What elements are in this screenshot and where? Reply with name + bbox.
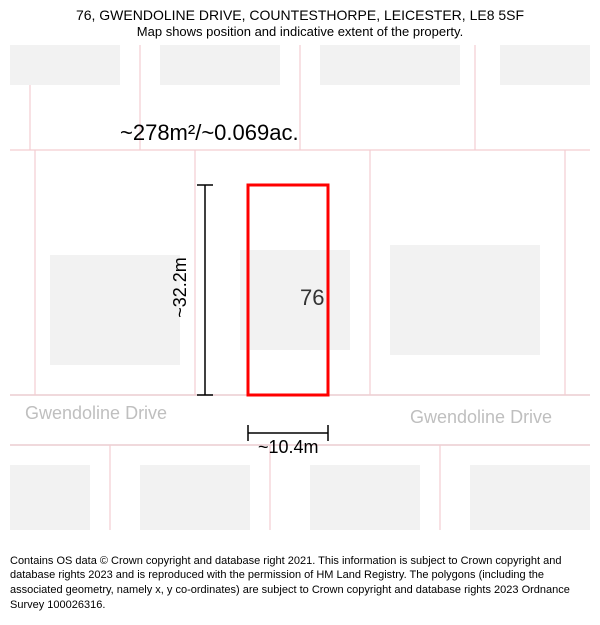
map-canvas: ~278m²/~0.069ac. ~32.2m ~10.4m 76 Gwendo… xyxy=(10,45,590,530)
map-figure: 76, GWENDOLINE DRIVE, COUNTESTHORPE, LEI… xyxy=(0,0,600,625)
road-name-left: Gwendoline Drive xyxy=(25,403,167,424)
area-label: ~278m²/~0.069ac. xyxy=(120,120,299,146)
map-subtitle: Map shows position and indicative extent… xyxy=(0,24,600,41)
road-name-right: Gwendoline Drive xyxy=(410,407,552,428)
copyright-footer: Contains OS data © Crown copyright and d… xyxy=(10,554,590,613)
width-dimension-label: ~10.4m xyxy=(258,437,319,458)
house-number-label: 76 xyxy=(300,285,324,311)
address-title: 76, GWENDOLINE DRIVE, COUNTESTHORPE, LEI… xyxy=(0,6,600,24)
height-dimension-label: ~32.2m xyxy=(170,257,191,318)
header: 76, GWENDOLINE DRIVE, COUNTESTHORPE, LEI… xyxy=(0,0,600,41)
